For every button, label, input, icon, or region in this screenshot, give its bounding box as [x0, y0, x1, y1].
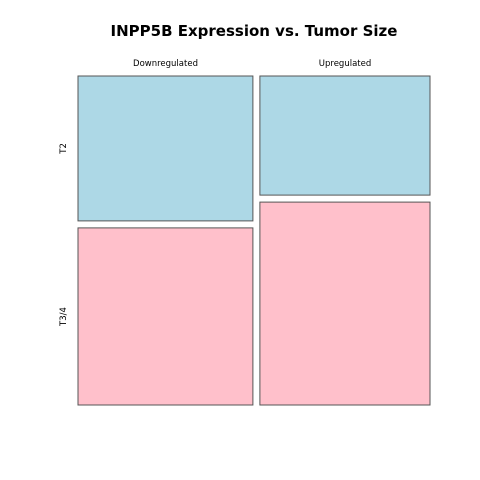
row-label-t2: T2 [59, 143, 69, 155]
column-label-upregulated: Upregulated [319, 59, 371, 69]
tile-downregulated-t2 [77, 75, 254, 222]
chart-title: INPP5B Expression vs. Tumor Size [111, 22, 398, 40]
tile-upregulated-t2 [259, 75, 431, 196]
row-label-t3-4: T3/4 [59, 307, 69, 327]
tile-downregulated-t3-4 [77, 227, 254, 406]
tile-upregulated-t3-4 [259, 201, 431, 406]
column-label-downregulated: Downregulated [133, 59, 198, 69]
mosaic-tiles [77, 75, 431, 406]
